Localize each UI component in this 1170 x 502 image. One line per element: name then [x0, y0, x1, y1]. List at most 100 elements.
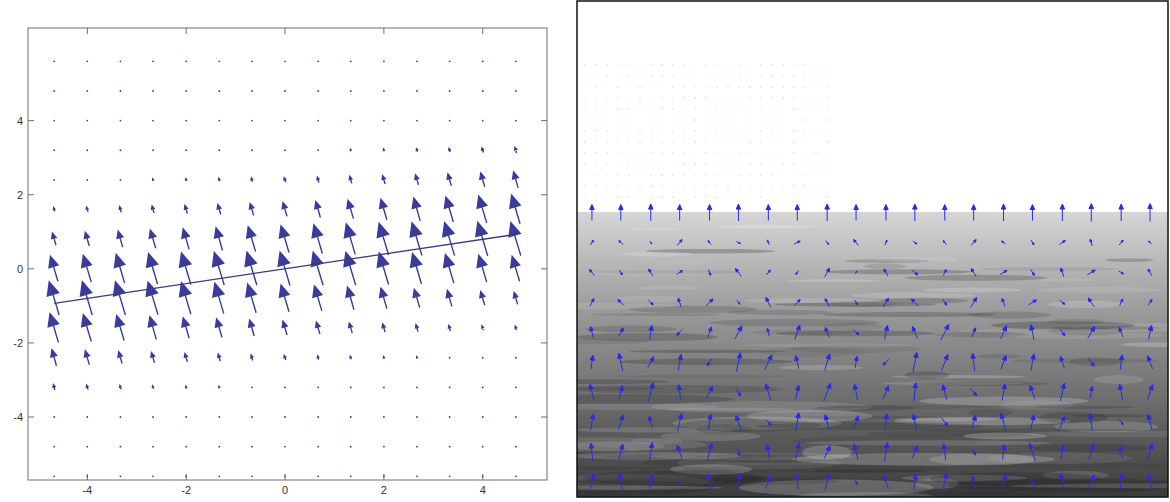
sky-speck — [727, 97, 728, 98]
field-arrow — [147, 254, 158, 284]
sky-speck — [683, 174, 684, 175]
field-arrow — [349, 176, 352, 183]
sky-speck — [672, 86, 673, 87]
wave — [577, 333, 718, 341]
wave — [1105, 258, 1154, 262]
flow-arrow — [1059, 474, 1064, 490]
sky-speck — [705, 108, 706, 109]
sky-speck — [760, 97, 761, 98]
sky-speck — [606, 64, 607, 65]
photo-frame — [577, 1, 1168, 497]
x-tick — [285, 28, 286, 34]
sky-speck — [760, 163, 761, 164]
field-arrow-dot — [317, 475, 319, 477]
wave — [947, 479, 1168, 492]
flow-arrow — [1148, 299, 1152, 305]
sky-speck — [584, 64, 585, 65]
flow-arrow — [1060, 383, 1065, 401]
flow-arrow — [648, 357, 654, 368]
flow-arrow — [619, 241, 623, 245]
wave — [585, 326, 677, 333]
flow-arrow — [912, 326, 917, 338]
field-arrow-dot — [53, 416, 55, 418]
sky-speck — [749, 64, 750, 65]
field-arrow-dot — [251, 90, 253, 92]
flow-arrow — [1030, 385, 1035, 399]
flow-arrow — [913, 383, 917, 402]
wave — [617, 375, 786, 378]
sky-speck — [595, 75, 596, 76]
sky-speck — [815, 86, 816, 87]
sky-speck — [617, 108, 618, 109]
flow-arrow — [678, 413, 683, 431]
flow-arrow — [708, 414, 712, 430]
sky-speck — [606, 130, 607, 131]
sky-speck — [694, 130, 695, 131]
flow-arrow — [883, 298, 888, 307]
flow-arrow — [737, 449, 739, 456]
flow-arrow — [1002, 241, 1006, 244]
field-arrow-dot — [284, 416, 286, 418]
sky-speck — [639, 196, 640, 197]
sky-speck — [661, 119, 662, 120]
flow-arrow — [1118, 384, 1122, 400]
field-arrow — [448, 325, 450, 331]
field-arrow — [114, 282, 126, 315]
flow-arrow — [1031, 479, 1034, 486]
flow-arrow — [794, 299, 800, 305]
field-arrow-dot — [185, 475, 187, 477]
sky-speck — [705, 185, 706, 186]
sky-speck — [584, 97, 585, 98]
sky-speck — [815, 108, 816, 109]
sky-speck — [782, 174, 783, 175]
field-arrow-dot — [383, 446, 385, 448]
flow-arrow — [1029, 443, 1036, 461]
flow-arrow — [677, 329, 683, 335]
photo — [577, 1, 1168, 497]
wave — [1047, 301, 1124, 308]
field-arrow — [413, 289, 420, 307]
sky-speck — [639, 130, 640, 131]
sky-speck — [705, 86, 706, 87]
sky-speck — [595, 119, 596, 120]
flow-arrow — [1119, 204, 1124, 221]
flow-arrow — [1089, 204, 1094, 222]
wave — [911, 382, 1049, 386]
wave — [659, 260, 710, 264]
sky-speck — [749, 119, 750, 120]
sky-speck — [650, 108, 651, 109]
x-tick — [383, 28, 384, 34]
flow-arrow — [735, 268, 741, 276]
sky-speck — [694, 108, 695, 109]
x-tick — [285, 474, 286, 480]
field-arrow-dot — [251, 446, 253, 448]
field-arrow-dot — [185, 90, 187, 92]
sky-speck — [749, 75, 750, 76]
sky-speck — [683, 163, 684, 164]
field-arrow-dot — [317, 120, 319, 122]
field-arrow-dot — [416, 60, 418, 62]
sky-speck — [694, 174, 695, 175]
sky-speck — [727, 141, 728, 142]
field-arrow-dot — [86, 90, 88, 92]
flow-arrow — [1002, 298, 1005, 306]
field-arrow — [86, 385, 88, 389]
sky-speck — [584, 130, 585, 131]
sky-speck — [672, 75, 673, 76]
field-arrow-dot — [383, 475, 385, 477]
y-tick — [28, 268, 34, 269]
sky-speck — [815, 152, 816, 153]
flow-arrow — [913, 352, 918, 372]
y-tick — [28, 417, 34, 418]
sky-speck — [628, 130, 629, 131]
field-arrow — [446, 290, 452, 306]
sky-speck — [617, 141, 618, 142]
sky-speck — [804, 163, 805, 164]
sky-speck — [617, 75, 618, 76]
wave — [719, 225, 817, 229]
sky-speck — [771, 86, 772, 87]
sky-speck — [606, 163, 607, 164]
flow-arrow — [1119, 271, 1124, 274]
flow-arrow — [1088, 475, 1094, 489]
field-arrow — [246, 284, 256, 313]
